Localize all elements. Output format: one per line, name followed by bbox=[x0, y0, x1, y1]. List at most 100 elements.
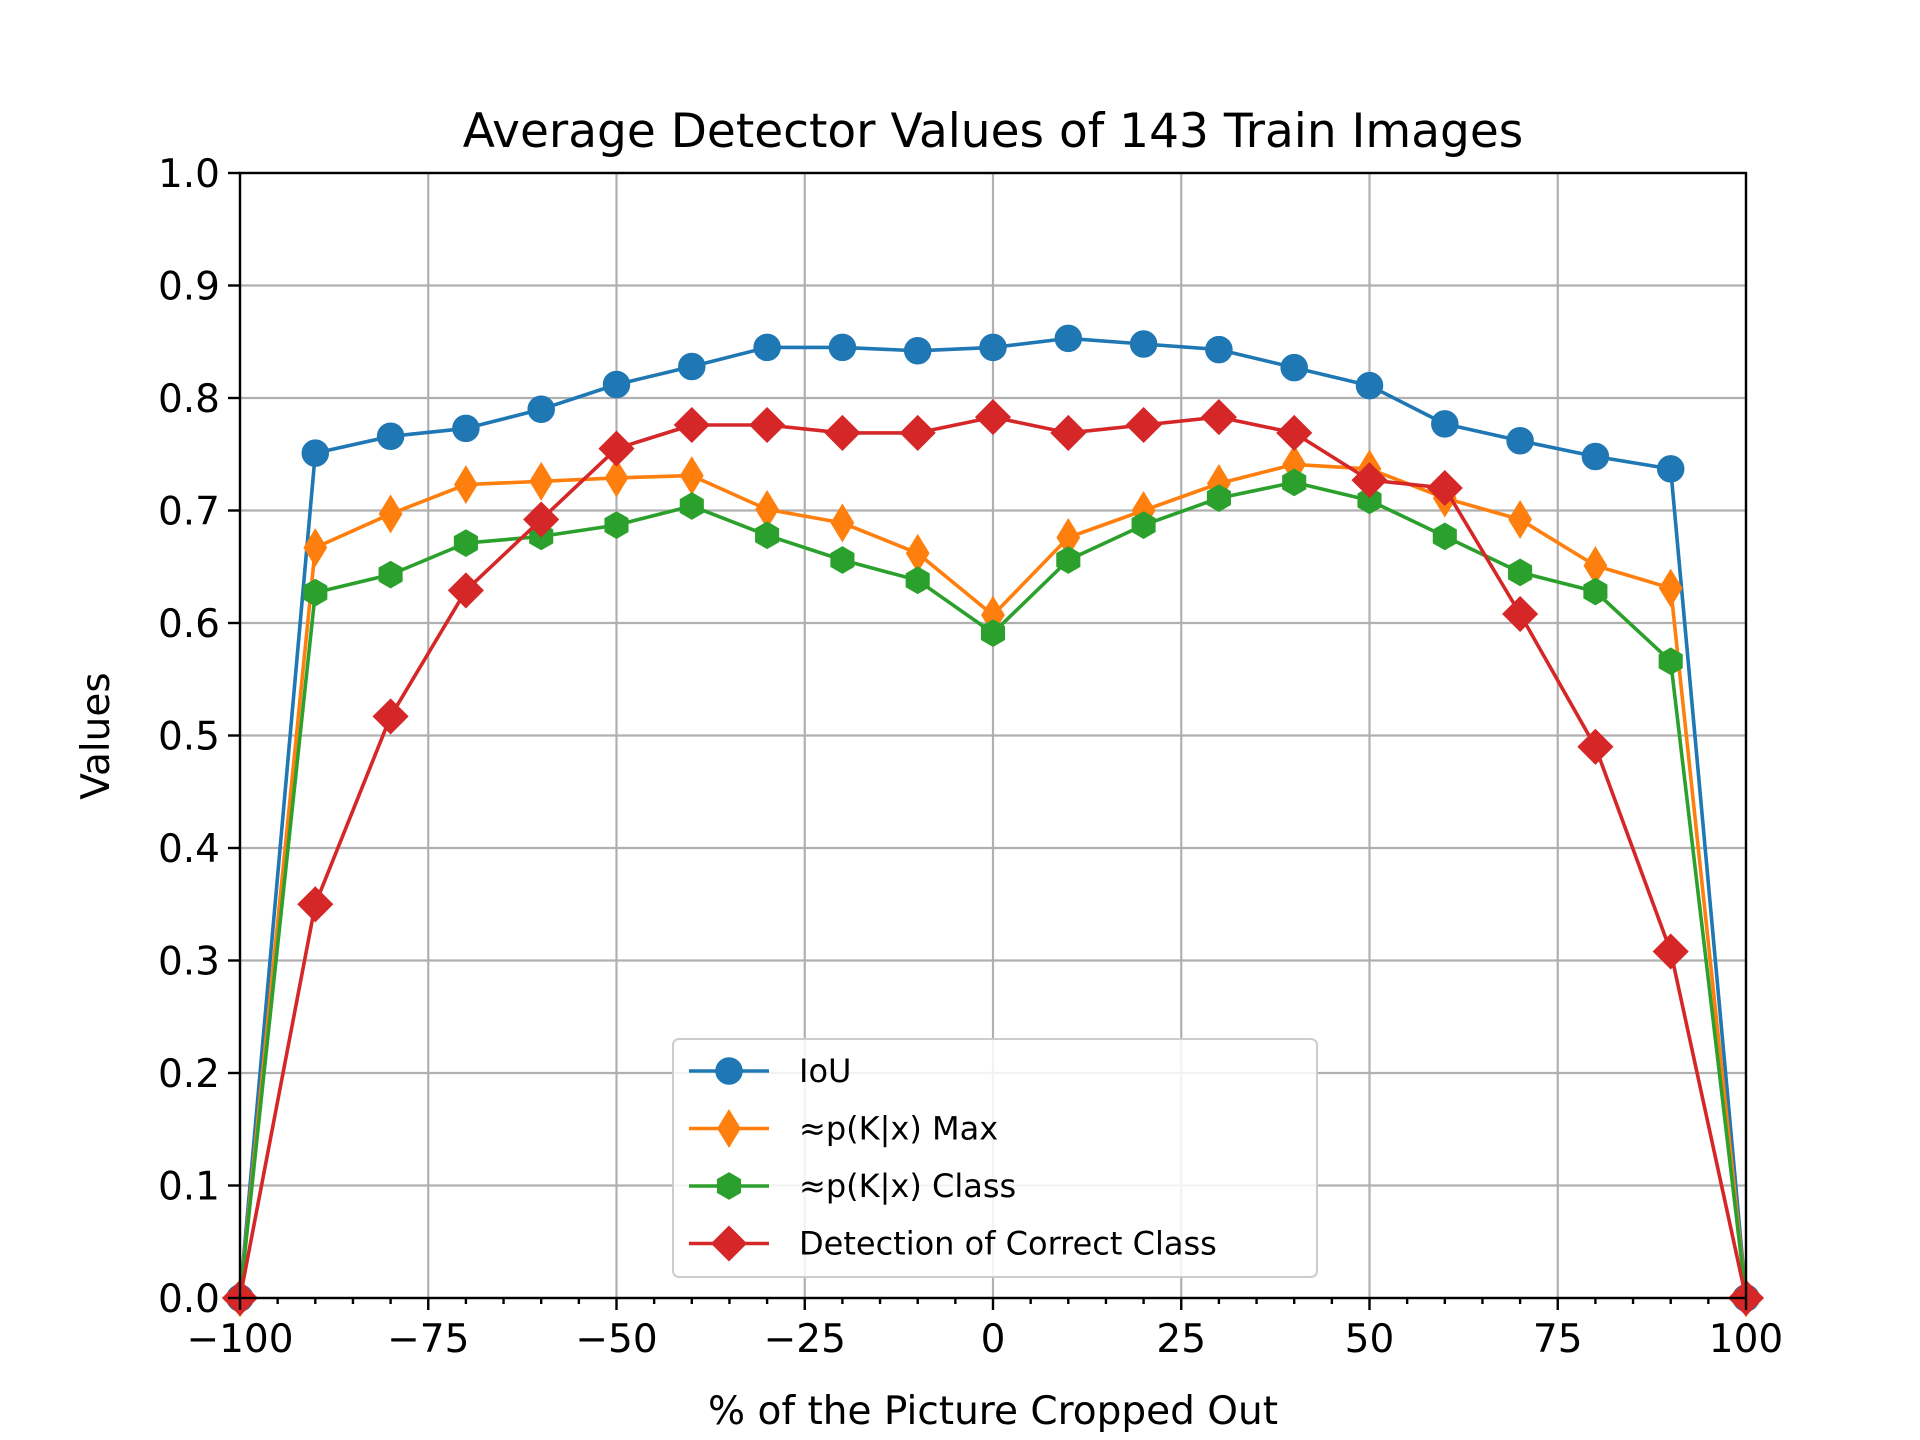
data-point bbox=[1583, 577, 1608, 606]
data-point bbox=[1506, 427, 1534, 455]
chart-title: Average Detector Values of 143 Train Ima… bbox=[463, 104, 1523, 159]
data-point bbox=[755, 521, 780, 550]
data-point bbox=[974, 399, 1012, 436]
data-point bbox=[1577, 728, 1614, 765]
data-point bbox=[604, 458, 629, 498]
y-tick-label: 0.3 bbox=[158, 940, 220, 985]
data-point bbox=[297, 886, 334, 923]
data-point bbox=[903, 337, 932, 365]
data-point bbox=[1125, 406, 1162, 444]
data-point bbox=[828, 333, 857, 362]
data-point bbox=[1355, 371, 1384, 400]
y-tick-label: 0.9 bbox=[158, 265, 220, 310]
data-point bbox=[1426, 469, 1463, 507]
data-point bbox=[980, 619, 1006, 647]
x-tick-label: −75 bbox=[387, 1317, 469, 1362]
data-point bbox=[1205, 335, 1233, 364]
x-tick-label: −50 bbox=[575, 1317, 657, 1362]
data-point bbox=[979, 333, 1007, 362]
legend-box bbox=[672, 1038, 1318, 1278]
y-tick-label: 0.8 bbox=[158, 377, 220, 422]
data-point bbox=[678, 352, 706, 381]
data-point bbox=[1054, 324, 1083, 353]
data-point bbox=[378, 494, 403, 534]
data-point bbox=[905, 566, 930, 595]
data-point bbox=[824, 414, 861, 451]
y-tick-label: 0.6 bbox=[158, 602, 220, 647]
data-point bbox=[1508, 500, 1532, 539]
legend: IoU ≈p(K|x) Max ≈p(K|x) Class Detection of … bbox=[672, 1038, 1318, 1278]
data-point bbox=[376, 422, 405, 450]
data-point bbox=[1056, 546, 1081, 574]
data-point bbox=[378, 560, 403, 589]
data-point bbox=[1280, 353, 1308, 382]
x-tick-label: −25 bbox=[764, 1317, 846, 1362]
x-tick-label: 50 bbox=[1345, 1317, 1395, 1362]
data-point bbox=[1050, 414, 1087, 451]
data-point bbox=[830, 503, 855, 543]
legend-marker bbox=[710, 1225, 748, 1262]
data-point bbox=[1357, 486, 1382, 515]
data-point bbox=[1658, 568, 1683, 608]
data-point bbox=[1282, 468, 1307, 497]
data-point bbox=[1656, 455, 1685, 483]
data-point bbox=[1131, 511, 1156, 539]
y-tick-label: 1.0 bbox=[158, 152, 220, 197]
axis-ticks: −100 −75 −50 −25 0 25 50 75 100 0.0 0.1 0.2 0.3 0.4 0.… bbox=[158, 152, 1783, 1362]
data-point bbox=[749, 406, 786, 444]
data-point bbox=[899, 414, 936, 451]
data-point bbox=[447, 572, 484, 609]
legend-label: Detection of Correct Class bbox=[799, 1225, 1217, 1263]
data-point bbox=[303, 528, 328, 568]
data-point bbox=[604, 511, 629, 539]
x-tick-label: −100 bbox=[186, 1317, 293, 1362]
data-point bbox=[1581, 442, 1610, 471]
data-point bbox=[1200, 399, 1237, 436]
x-axis-title: % of the Picture Cropped Out bbox=[708, 1389, 1278, 1434]
data-point bbox=[1351, 462, 1388, 499]
legend-marker bbox=[715, 1057, 743, 1085]
x-tick-label: 25 bbox=[1156, 1317, 1206, 1362]
data-point bbox=[598, 430, 635, 467]
data-point bbox=[602, 370, 631, 399]
data-point bbox=[1276, 414, 1313, 451]
data-point bbox=[523, 501, 560, 538]
y-tick-label: 0.1 bbox=[158, 1165, 220, 1210]
data-point bbox=[1206, 484, 1231, 512]
data-point bbox=[529, 461, 554, 501]
legend-marker bbox=[716, 1172, 742, 1200]
data-point bbox=[1658, 647, 1683, 676]
y-tick-label: 0.4 bbox=[158, 827, 220, 872]
y-tick-label: 0.5 bbox=[158, 715, 220, 760]
x-tick-label: 100 bbox=[1709, 1317, 1783, 1362]
data-point bbox=[453, 529, 478, 557]
series-layer bbox=[221, 324, 1765, 1318]
legend-label: ≈p(K|x) Max bbox=[799, 1110, 998, 1148]
x-tick-label: 0 bbox=[981, 1317, 1006, 1362]
y-axis-title: Values bbox=[74, 672, 119, 799]
data-point bbox=[1432, 522, 1457, 551]
data-point bbox=[452, 414, 480, 443]
series-3 bbox=[221, 399, 1765, 1317]
data-point bbox=[679, 492, 704, 520]
y-tick-label: 0.2 bbox=[158, 1052, 220, 1097]
legend-label: ≈p(K|x) Class bbox=[799, 1167, 1016, 1205]
data-point bbox=[372, 698, 409, 735]
data-point bbox=[301, 439, 330, 467]
legend-label: IoU bbox=[799, 1052, 851, 1090]
y-tick-label: 0.0 bbox=[158, 1277, 220, 1322]
data-point bbox=[1129, 330, 1158, 358]
y-tick-label: 0.7 bbox=[158, 490, 220, 535]
legend-marker bbox=[717, 1109, 741, 1148]
data-point bbox=[303, 578, 328, 607]
x-tick-label: 75 bbox=[1533, 1317, 1583, 1362]
data-point bbox=[1652, 933, 1689, 970]
data-point bbox=[527, 395, 555, 423]
data-point bbox=[1502, 595, 1539, 633]
data-point bbox=[1431, 410, 1459, 438]
data-point bbox=[673, 406, 710, 444]
data-point bbox=[1508, 558, 1533, 587]
data-point bbox=[830, 546, 855, 574]
data-point bbox=[454, 465, 478, 505]
